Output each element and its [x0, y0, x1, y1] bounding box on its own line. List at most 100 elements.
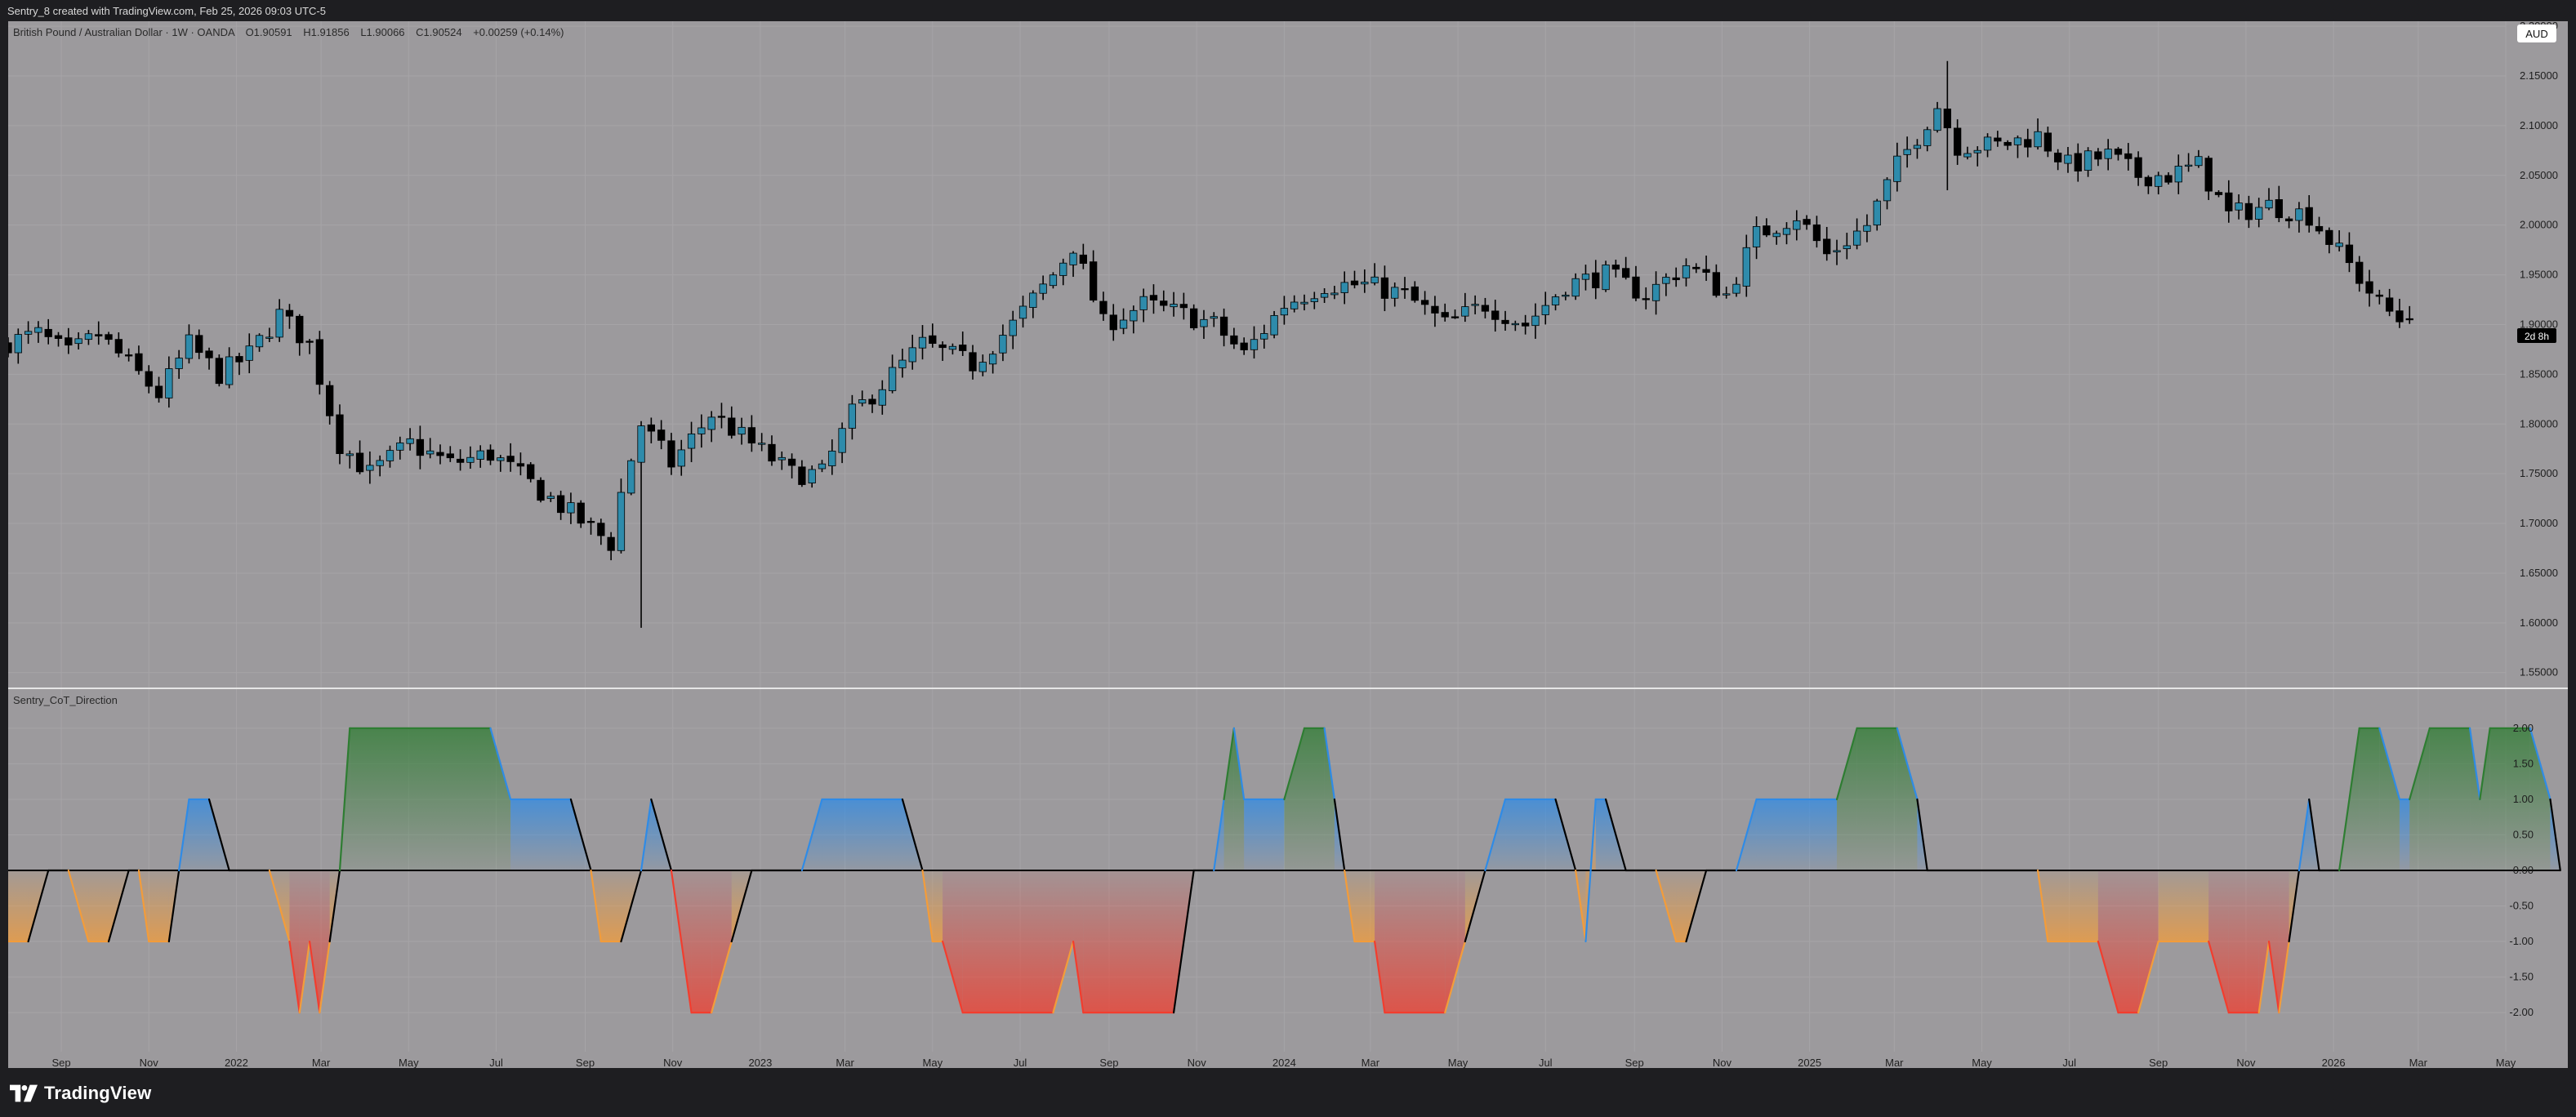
- candle[interactable]: [2114, 146, 2123, 161]
- candle[interactable]: [1662, 273, 1670, 296]
- candle[interactable]: [1170, 291, 1178, 317]
- candle[interactable]: [396, 436, 404, 460]
- candle[interactable]: [747, 415, 756, 452]
- candle[interactable]: [2124, 143, 2133, 171]
- candle[interactable]: [2396, 298, 2404, 328]
- candle[interactable]: [2164, 171, 2173, 185]
- candle[interactable]: [1983, 133, 1992, 158]
- candle[interactable]: [1149, 284, 1158, 314]
- candle[interactable]: [2295, 202, 2303, 233]
- candle[interactable]: [1883, 177, 1892, 210]
- candle[interactable]: [315, 331, 324, 395]
- candle[interactable]: [1179, 292, 1188, 320]
- candle[interactable]: [1994, 131, 2002, 147]
- candle[interactable]: [1913, 139, 1922, 159]
- time-axis[interactable]: Sep Nov 2022 Mar May Jul Sep Nov 2023 Mar May Jul Se…: [51, 1057, 2516, 1068]
- candle[interactable]: [1350, 270, 1359, 289]
- candle[interactable]: [1752, 216, 1761, 260]
- candle[interactable]: [2003, 140, 2012, 150]
- candle[interactable]: [386, 445, 394, 468]
- candle[interactable]: [436, 444, 444, 465]
- indicator-pane[interactable]: [8, 727, 2561, 1014]
- candle[interactable]: [506, 443, 515, 472]
- candle[interactable]: [1843, 233, 1851, 260]
- candle[interactable]: [2244, 195, 2253, 229]
- candle[interactable]: [1441, 303, 1449, 322]
- candle[interactable]: [1109, 304, 1117, 341]
- candle[interactable]: [235, 353, 243, 376]
- candle[interactable]: [1059, 258, 1067, 286]
- candle[interactable]: [275, 299, 283, 342]
- candle[interactable]: [14, 328, 22, 364]
- candle[interactable]: [1953, 119, 1962, 165]
- candle[interactable]: [24, 321, 33, 345]
- candle[interactable]: [2195, 149, 2203, 168]
- candle[interactable]: [124, 348, 133, 362]
- candle[interactable]: [1672, 267, 1680, 287]
- candle[interactable]: [1491, 300, 1500, 332]
- candle[interactable]: [376, 455, 384, 477]
- candle[interactable]: [245, 333, 253, 374]
- candle[interactable]: [1290, 295, 1299, 313]
- candle[interactable]: [1420, 291, 1429, 315]
- candle[interactable]: [1732, 277, 1740, 297]
- candle[interactable]: [2325, 227, 2333, 254]
- candle[interactable]: [778, 451, 786, 470]
- candle[interactable]: [707, 411, 715, 443]
- candle[interactable]: [2375, 289, 2383, 305]
- tradingview-logo[interactable]: TradingView: [10, 1083, 151, 1104]
- candle[interactable]: [255, 333, 264, 352]
- candle[interactable]: [1973, 146, 1981, 167]
- candle[interactable]: [1622, 256, 1630, 280]
- candle[interactable]: [154, 376, 163, 403]
- candle[interactable]: [798, 460, 806, 487]
- candle[interactable]: [888, 354, 897, 394]
- candle[interactable]: [1501, 310, 1509, 332]
- candle[interactable]: [1592, 260, 1600, 300]
- candle[interactable]: [1763, 218, 1771, 238]
- candle[interactable]: [1361, 269, 1369, 293]
- candle[interactable]: [2184, 153, 2193, 172]
- candle[interactable]: [647, 417, 655, 443]
- candle[interactable]: [1079, 243, 1087, 269]
- candle[interactable]: [1923, 127, 1932, 152]
- candle[interactable]: [787, 453, 796, 478]
- candle[interactable]: [165, 356, 173, 408]
- candle[interactable]: [1742, 234, 1750, 297]
- candle[interactable]: [205, 347, 213, 370]
- candle[interactable]: [1049, 272, 1058, 289]
- candle[interactable]: [2235, 194, 2243, 220]
- candle[interactable]: [1280, 296, 1289, 325]
- candle[interactable]: [1370, 263, 1379, 286]
- candle[interactable]: [848, 394, 857, 440]
- candle[interactable]: [1029, 290, 1037, 318]
- candle[interactable]: [8, 337, 12, 358]
- candle[interactable]: [65, 327, 73, 354]
- candle[interactable]: [617, 478, 626, 554]
- candle[interactable]: [1411, 281, 1419, 303]
- candle[interactable]: [1772, 230, 1780, 245]
- candle[interactable]: [2305, 194, 2313, 233]
- candle[interactable]: [878, 380, 886, 415]
- candle[interactable]: [2144, 175, 2153, 194]
- candle[interactable]: [1642, 287, 1650, 309]
- candle[interactable]: [175, 349, 183, 379]
- candle[interactable]: [1852, 218, 1861, 250]
- candle[interactable]: [446, 446, 454, 462]
- candle[interactable]: [355, 440, 364, 474]
- candle[interactable]: [1099, 291, 1108, 321]
- candle[interactable]: [577, 500, 585, 528]
- candle[interactable]: [929, 323, 937, 348]
- candle[interactable]: [898, 349, 907, 378]
- candle[interactable]: [215, 354, 223, 387]
- candle[interactable]: [567, 492, 575, 524]
- candle[interactable]: [1571, 273, 1580, 300]
- candle[interactable]: [426, 438, 435, 459]
- candle[interactable]: [1139, 288, 1148, 323]
- candle[interactable]: [1190, 304, 1198, 331]
- candle[interactable]: [2104, 139, 2112, 171]
- candle[interactable]: [1963, 146, 1972, 160]
- candle[interactable]: [1451, 309, 1460, 319]
- candle[interactable]: [195, 329, 203, 359]
- candle[interactable]: [1300, 294, 1308, 311]
